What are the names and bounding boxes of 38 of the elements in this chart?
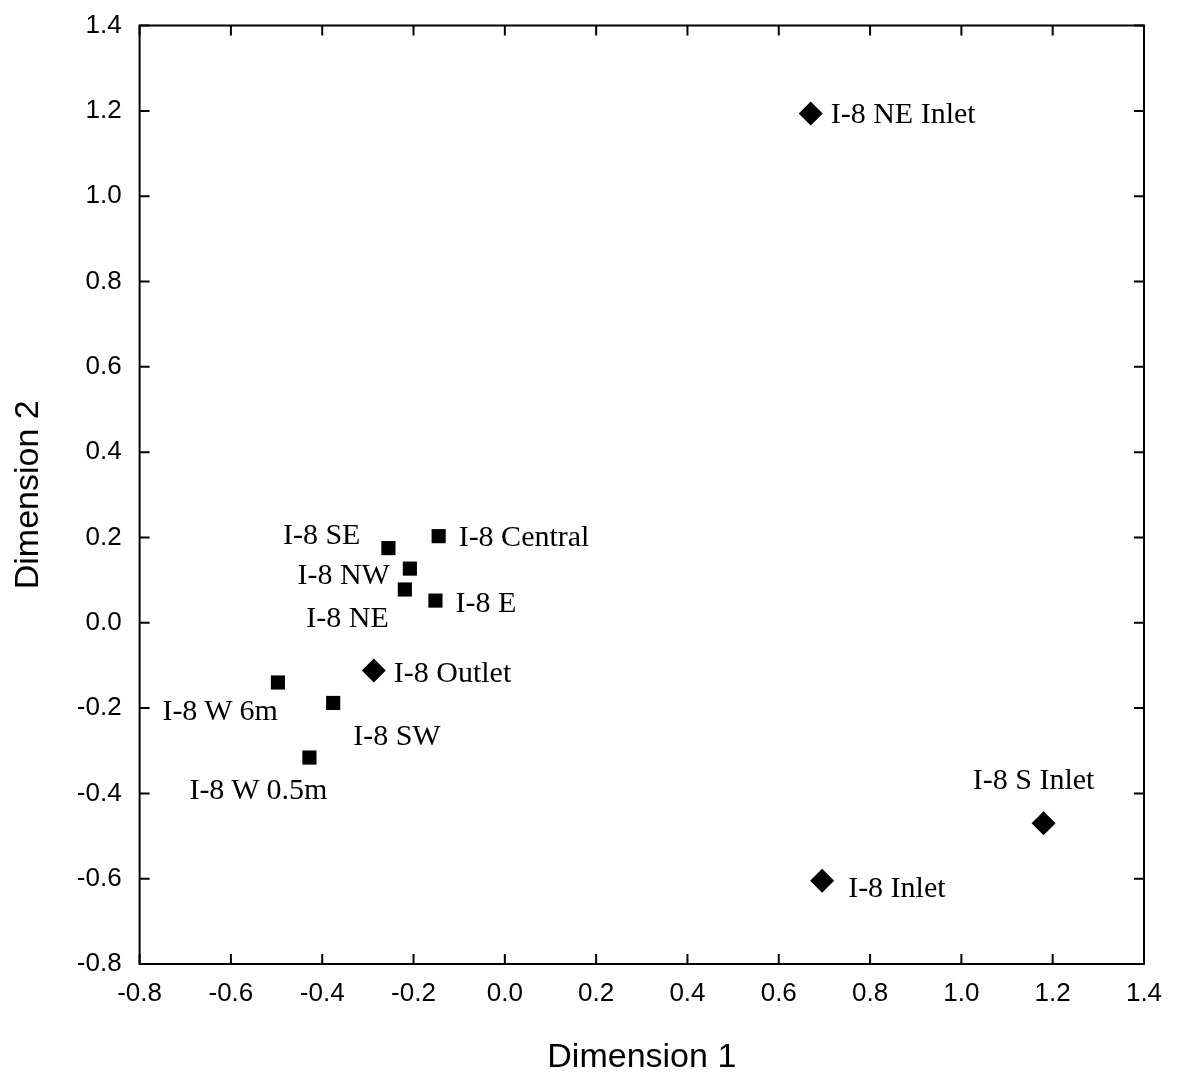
x-tick-label: 1.4: [1125, 976, 1163, 1007]
x-axis-title: Dimension 1: [547, 1035, 737, 1074]
x-tick-label: 1.0: [943, 976, 980, 1007]
x-tick-label: -0.8: [117, 976, 163, 1007]
x-tick-label: 0.8: [852, 976, 889, 1007]
annotation: I-8 NE Inlet: [830, 96, 977, 130]
annotation: I-8 E: [455, 585, 517, 619]
y-tick-label: 0.8: [85, 264, 122, 295]
y-tick-label: 0.0: [85, 605, 122, 636]
annotation: I-8 S Inlet: [972, 762, 1096, 796]
y-tick-label: 1.2: [85, 94, 122, 125]
x-tick-label: 1.2: [1034, 976, 1071, 1007]
y-tick-label: -0.4: [76, 776, 122, 807]
y-tick-label: 0.6: [85, 350, 122, 381]
x-tick-label: 0.6: [760, 976, 797, 1007]
x-tick-label: 0.0: [486, 976, 523, 1007]
x-tick-label: -0.6: [208, 976, 254, 1007]
x-tick-label: -0.2: [391, 976, 436, 1007]
annotation: I-8 NW: [297, 557, 391, 591]
y-tick-label: 0.2: [85, 520, 122, 551]
y-tick-label: -0.2: [76, 691, 122, 722]
annotation: I-8 Central: [458, 519, 590, 553]
y-tick-label: 0.4: [85, 435, 122, 466]
x-tick-label: -0.4: [299, 976, 345, 1007]
y-tick-label: 1.0: [85, 179, 122, 210]
annotation: I-8 Inlet: [848, 869, 947, 903]
y-tick-label: 1.4: [85, 8, 122, 39]
y-axis-title: Dimension 2: [6, 400, 45, 590]
x-tick-label: 0.4: [669, 976, 706, 1007]
annotation: I-8 NE: [306, 600, 389, 634]
annotation: I-8 SE: [282, 516, 361, 550]
annotation: I-8 Outlet: [393, 655, 512, 689]
x-tick-label: 0.2: [578, 976, 615, 1007]
y-tick-label: -0.6: [76, 861, 122, 892]
annotation: I-8 W 0.5m: [189, 772, 328, 806]
annotation: I-8 SW: [353, 717, 442, 751]
y-tick-label: -0.8: [76, 947, 122, 978]
annotation: I-8 W 6m: [162, 693, 278, 727]
